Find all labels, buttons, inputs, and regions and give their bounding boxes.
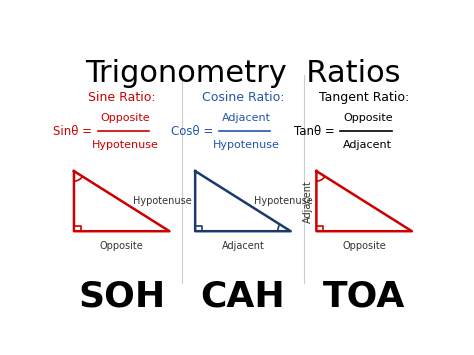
Text: CAH: CAH	[201, 280, 285, 314]
Text: Opposite: Opposite	[343, 113, 392, 123]
Text: Adjacent: Adjacent	[221, 241, 264, 251]
Text: Opposite: Opposite	[100, 113, 150, 123]
Text: Hypotenuse: Hypotenuse	[213, 140, 280, 149]
Text: Sinθ =: Sinθ =	[53, 125, 96, 138]
Text: Tanθ =: Tanθ =	[294, 125, 338, 138]
Text: Adjacent: Adjacent	[343, 140, 392, 149]
Text: Hypotenuse: Hypotenuse	[254, 196, 313, 206]
Text: Hypotenuse: Hypotenuse	[133, 196, 191, 206]
Text: Sine Ratio:: Sine Ratio:	[88, 91, 155, 104]
Text: Opposite: Opposite	[100, 241, 144, 251]
Text: Adjacent: Adjacent	[222, 113, 271, 123]
Text: Hypotenuse: Hypotenuse	[92, 140, 159, 149]
Text: SOH: SOH	[78, 280, 165, 314]
Text: Opposite: Opposite	[342, 241, 386, 251]
Text: Trigonometry  Ratios: Trigonometry Ratios	[85, 59, 401, 88]
Text: Adjacent: Adjacent	[303, 180, 313, 223]
Text: TOA: TOA	[323, 280, 405, 314]
Text: Cosine Ratio:: Cosine Ratio:	[201, 91, 284, 104]
Text: Cosθ =: Cosθ =	[171, 125, 217, 138]
Text: Tangent Ratio:: Tangent Ratio:	[319, 91, 409, 104]
